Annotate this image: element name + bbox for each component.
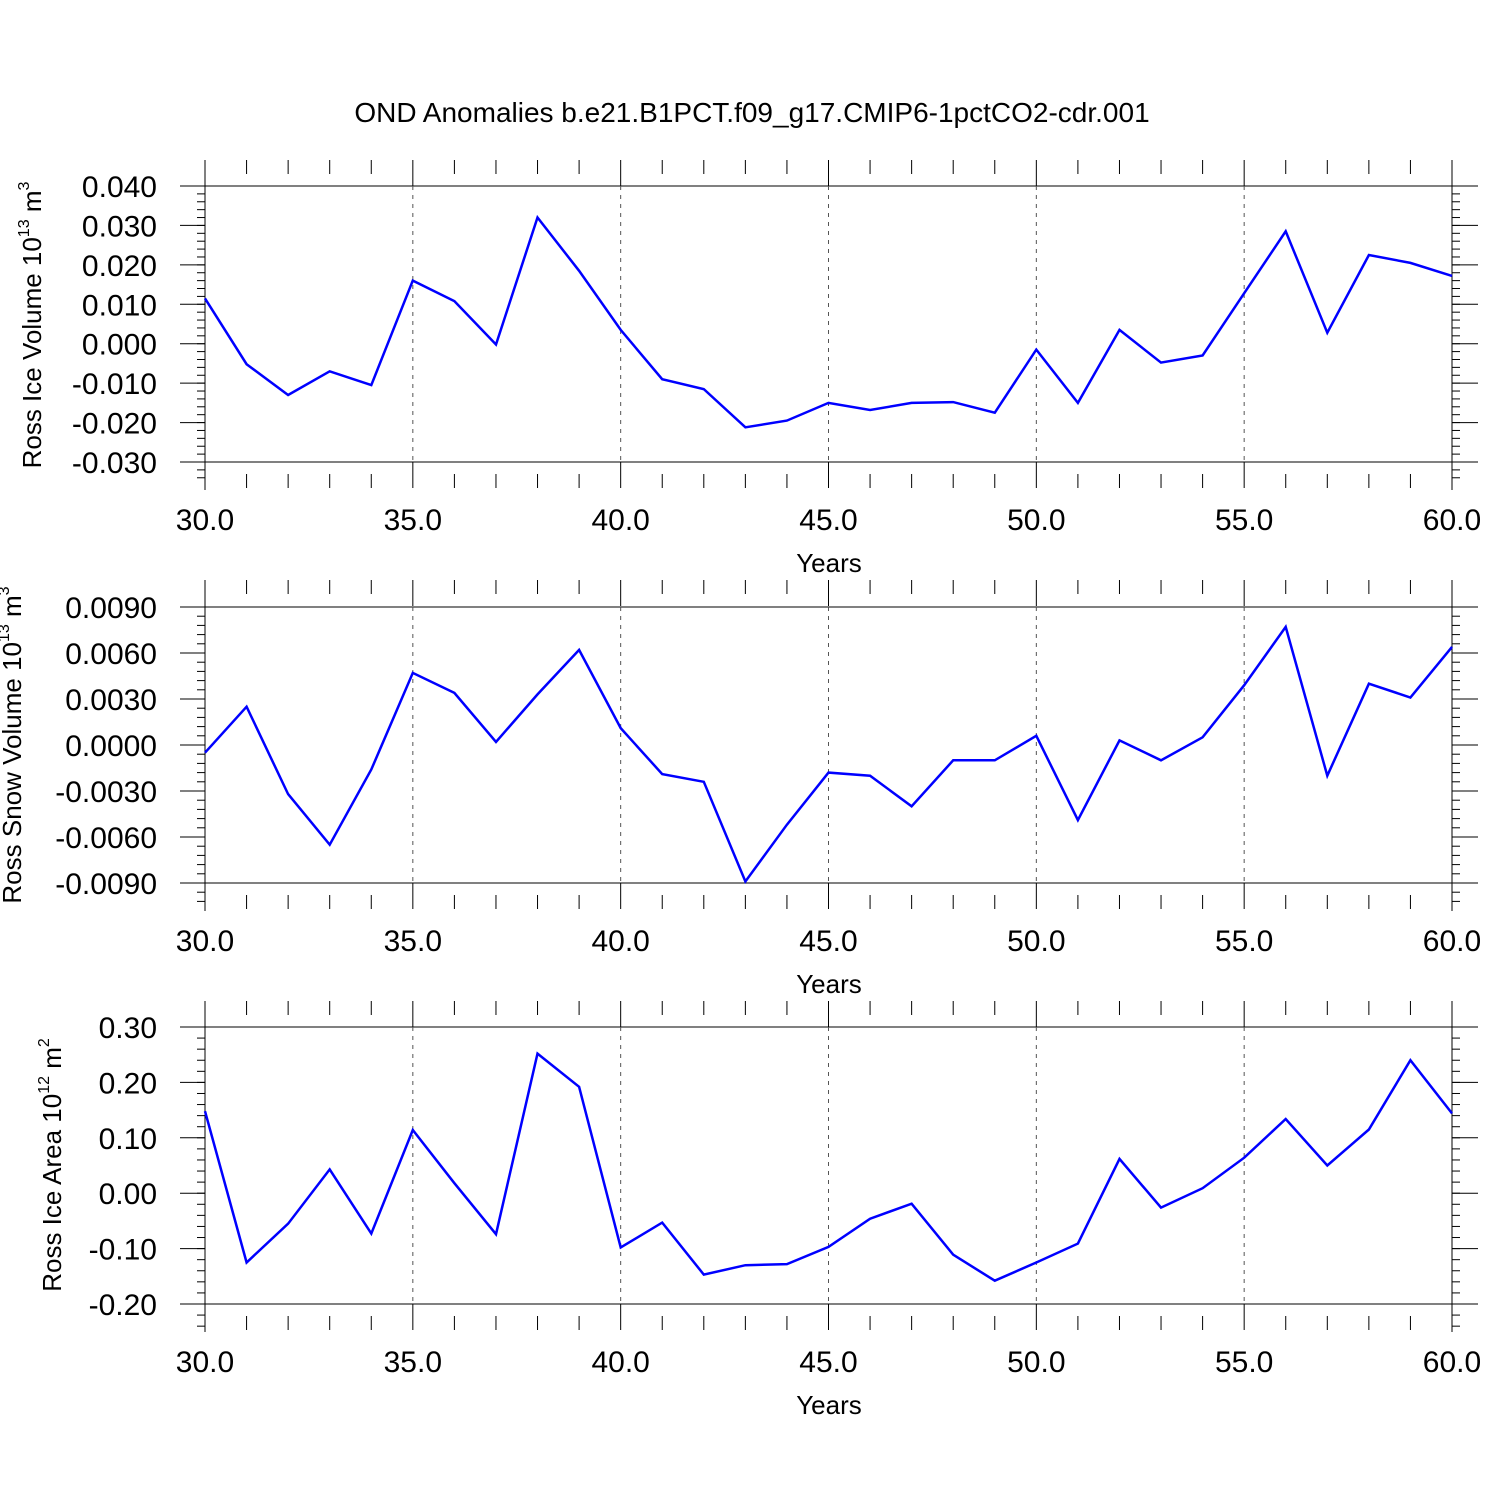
chart-panel-ice-area: -0.20 -0.10 0.00 0.10 0.20 0.30 30.0 35.0 40.0 45… (36, 1001, 1481, 1420)
x-tick-label: 35.0 (384, 504, 442, 537)
x-tick-label: 60.0 (1423, 925, 1481, 958)
x-tick-label: 50.0 (1007, 504, 1065, 537)
y-tick-label: -0.030 (72, 447, 157, 480)
y-tick-label: -0.020 (72, 408, 157, 441)
y-tick-label: 0.0030 (65, 684, 157, 717)
x-tick-label: 60.0 (1423, 1346, 1481, 1379)
chart-panel-snow-volume: -0.0090 -0.0060 -0.0030 0.0000 0.0030 0.0060 0… (0, 580, 1481, 999)
x-tick-label: 30.0 (176, 1346, 234, 1379)
data-series-line (205, 1054, 1452, 1281)
y-tick-label: 0.030 (82, 210, 157, 243)
y-tick-label: 0.0060 (65, 638, 157, 671)
x-tick-label: 45.0 (799, 925, 857, 958)
x-tick-label: 45.0 (799, 504, 857, 537)
x-axis-label: Years (796, 969, 862, 999)
x-tick-label: 50.0 (1007, 925, 1065, 958)
y-tick-label: 0.020 (82, 250, 157, 283)
y-tick-label: 0.000 (82, 329, 157, 362)
y-tick-label: -0.0060 (55, 822, 157, 855)
y-axis-label: Ross Snow Volume 1013 m3 (0, 586, 27, 903)
x-axis-label: Years (796, 1390, 862, 1420)
x-tick-label: 50.0 (1007, 1346, 1065, 1379)
y-tick-label: -0.0090 (55, 868, 157, 901)
x-tick-label: 55.0 (1215, 925, 1273, 958)
x-tick-label: 30.0 (176, 925, 234, 958)
x-tick-label: 55.0 (1215, 1346, 1273, 1379)
y-tick-label: 0.30 (99, 1012, 157, 1045)
x-tick-label: 40.0 (591, 504, 649, 537)
chart-title: OND Anomalies b.e21.B1PCT.f09_g17.CMIP6-… (354, 97, 1149, 128)
y-tick-label: 0.00 (99, 1178, 157, 1211)
x-tick-label: 40.0 (591, 1346, 649, 1379)
x-tick-label: 30.0 (176, 504, 234, 537)
y-axis-label: Ross Ice Area 1012 m2 (36, 1038, 67, 1292)
y-tick-label: 0.0090 (65, 592, 157, 625)
x-axis-label: Years (796, 548, 862, 578)
y-tick-label: 0.0000 (65, 730, 157, 763)
y-tick-label: 0.010 (82, 289, 157, 322)
x-tick-label: 45.0 (799, 1346, 857, 1379)
x-tick-label: 60.0 (1423, 504, 1481, 537)
y-tick-label: 0.20 (99, 1067, 157, 1100)
y-tick-label: -0.20 (89, 1289, 157, 1322)
y-tick-label: -0.010 (72, 368, 157, 401)
chart-panel-ice-volume: -0.030 -0.020 -0.010 0.000 0.010 0.020 0.030 0.… (16, 160, 1481, 578)
y-axis-label: Ross Ice Volume 1013 m3 (16, 181, 47, 468)
x-tick-label: 35.0 (384, 925, 442, 958)
y-tick-label: 0.10 (99, 1123, 157, 1156)
x-tick-label: 35.0 (384, 1346, 442, 1379)
x-tick-label: 55.0 (1215, 504, 1273, 537)
y-tick-label: 0.040 (82, 171, 157, 204)
x-tick-label: 40.0 (591, 925, 649, 958)
y-tick-label: -0.10 (89, 1234, 157, 1267)
y-tick-label: -0.0030 (55, 776, 157, 809)
